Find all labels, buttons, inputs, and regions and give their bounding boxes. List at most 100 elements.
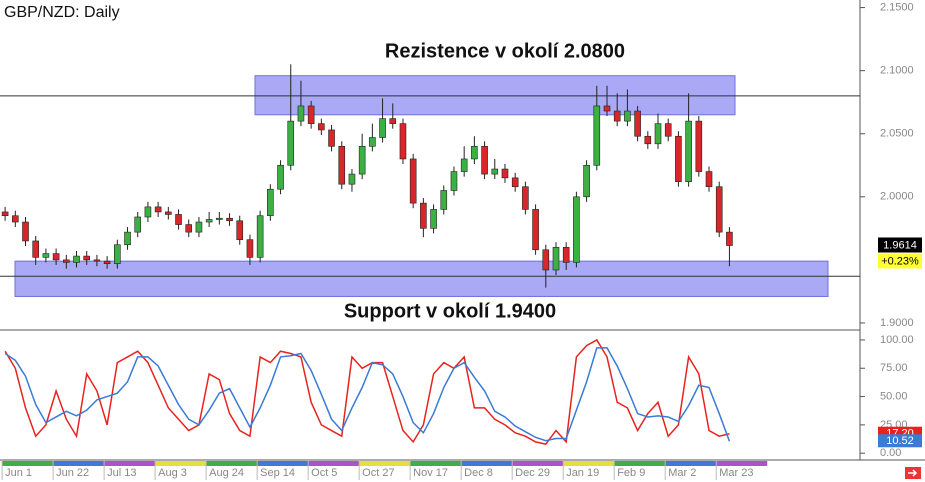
candle-body xyxy=(675,135,682,182)
price-label-box xyxy=(878,237,922,253)
candle-body xyxy=(583,164,590,198)
candle-body xyxy=(532,209,539,251)
candle-body xyxy=(318,123,325,131)
stochastic-line xyxy=(4,347,731,442)
candle-body xyxy=(114,244,121,264)
candle-body xyxy=(52,253,60,261)
candle-body xyxy=(83,255,91,261)
candle-body xyxy=(501,168,509,179)
y-tick-label: 2.1000 xyxy=(880,65,914,77)
candle-body xyxy=(685,120,692,182)
candle-body xyxy=(32,240,40,258)
candle-body xyxy=(338,146,346,185)
arrow-icon xyxy=(908,469,918,477)
candle-body xyxy=(175,214,182,225)
x-tick-label: Aug 24 xyxy=(209,467,244,479)
candle-body xyxy=(328,129,335,147)
x-tick-label: Feb 9 xyxy=(617,467,645,479)
candle-body xyxy=(593,105,601,166)
zone xyxy=(14,260,829,297)
candle-body xyxy=(379,118,386,138)
candle-body xyxy=(450,171,458,191)
month-strip xyxy=(2,461,54,466)
month-strip xyxy=(206,461,258,466)
x-tick-label: Nov 17 xyxy=(413,467,448,479)
annotation: Support v okolí 1.9400 xyxy=(344,300,556,322)
candle-body xyxy=(634,110,641,137)
candle-body xyxy=(562,246,570,263)
candle-body xyxy=(695,120,703,172)
chart-title: GBP/NZD: Daily xyxy=(4,4,120,21)
candle-body xyxy=(256,215,264,258)
y-tick-label: 1.9000 xyxy=(880,317,914,329)
month-strip xyxy=(512,461,564,466)
x-tick-label: Oct 27 xyxy=(362,467,394,479)
month-strip xyxy=(257,461,309,466)
candle-body xyxy=(399,123,407,160)
zone xyxy=(254,75,736,116)
candle-body xyxy=(409,158,417,204)
candle-body xyxy=(287,120,295,166)
candle-body xyxy=(73,255,80,263)
candle-body xyxy=(420,202,427,229)
candle-body xyxy=(491,168,499,175)
x-tick-label: Dec 8 xyxy=(464,467,493,479)
y-tick-label: 100.00 xyxy=(880,334,914,346)
candle-body xyxy=(715,186,723,233)
candle-body xyxy=(236,220,244,240)
candle-body xyxy=(134,216,142,233)
y-tick-label: 75.00 xyxy=(880,362,908,374)
candle-body xyxy=(522,186,529,210)
x-tick-label: Jun 1 xyxy=(5,467,32,479)
candle-body xyxy=(389,118,397,124)
month-strip xyxy=(53,461,105,466)
candle-body xyxy=(613,110,621,122)
candle-body xyxy=(358,146,366,175)
month-strip xyxy=(359,461,411,466)
x-tick-label: Aug 3 xyxy=(158,467,187,479)
candle-body xyxy=(664,123,672,137)
value-label-box xyxy=(878,434,922,448)
candle-body xyxy=(481,146,488,175)
candle-body xyxy=(440,190,448,210)
value-label: 10.52 xyxy=(886,435,914,447)
candle-body xyxy=(603,105,611,112)
candle-body xyxy=(246,239,254,258)
x-tick-label: Oct 5 xyxy=(311,467,337,479)
candle-body xyxy=(22,221,29,242)
change-label-box xyxy=(878,253,922,269)
candle-body xyxy=(471,146,478,160)
candle-body xyxy=(369,137,376,147)
x-tick-label: Jul 13 xyxy=(107,467,136,479)
change-label: +0.23% xyxy=(881,255,919,267)
y-tick-label: 50.00 xyxy=(880,390,908,402)
month-strip xyxy=(410,461,462,466)
x-tick-label: Jan 19 xyxy=(566,467,599,479)
x-tick-label: Mar 2 xyxy=(668,467,696,479)
candle-body xyxy=(654,123,662,145)
y-tick-label: 2.0000 xyxy=(880,191,914,203)
candle-body xyxy=(1,211,9,217)
candle-body xyxy=(511,177,519,188)
candle-body xyxy=(705,171,713,188)
candle-body xyxy=(552,246,560,271)
x-tick-label: Jun 22 xyxy=(56,467,89,479)
price-label: 1.9614 xyxy=(883,239,917,251)
candle-body xyxy=(348,173,356,185)
candle-body xyxy=(297,105,305,122)
candle-body xyxy=(460,158,468,172)
candle-body xyxy=(93,259,101,262)
annotation: Rezistence v okolí 2.0800 xyxy=(385,40,625,62)
month-strip xyxy=(614,461,666,466)
candle-body xyxy=(644,135,652,145)
month-strip xyxy=(716,461,768,466)
candle-body xyxy=(165,211,172,215)
month-strip xyxy=(104,461,156,466)
candle-body xyxy=(42,253,50,258)
candle-body xyxy=(216,217,223,220)
candle-body xyxy=(12,215,19,223)
candle-body xyxy=(63,259,70,263)
candle-body xyxy=(195,221,203,233)
candle-body xyxy=(430,209,437,229)
x-tick-label: Sep 14 xyxy=(260,467,295,479)
